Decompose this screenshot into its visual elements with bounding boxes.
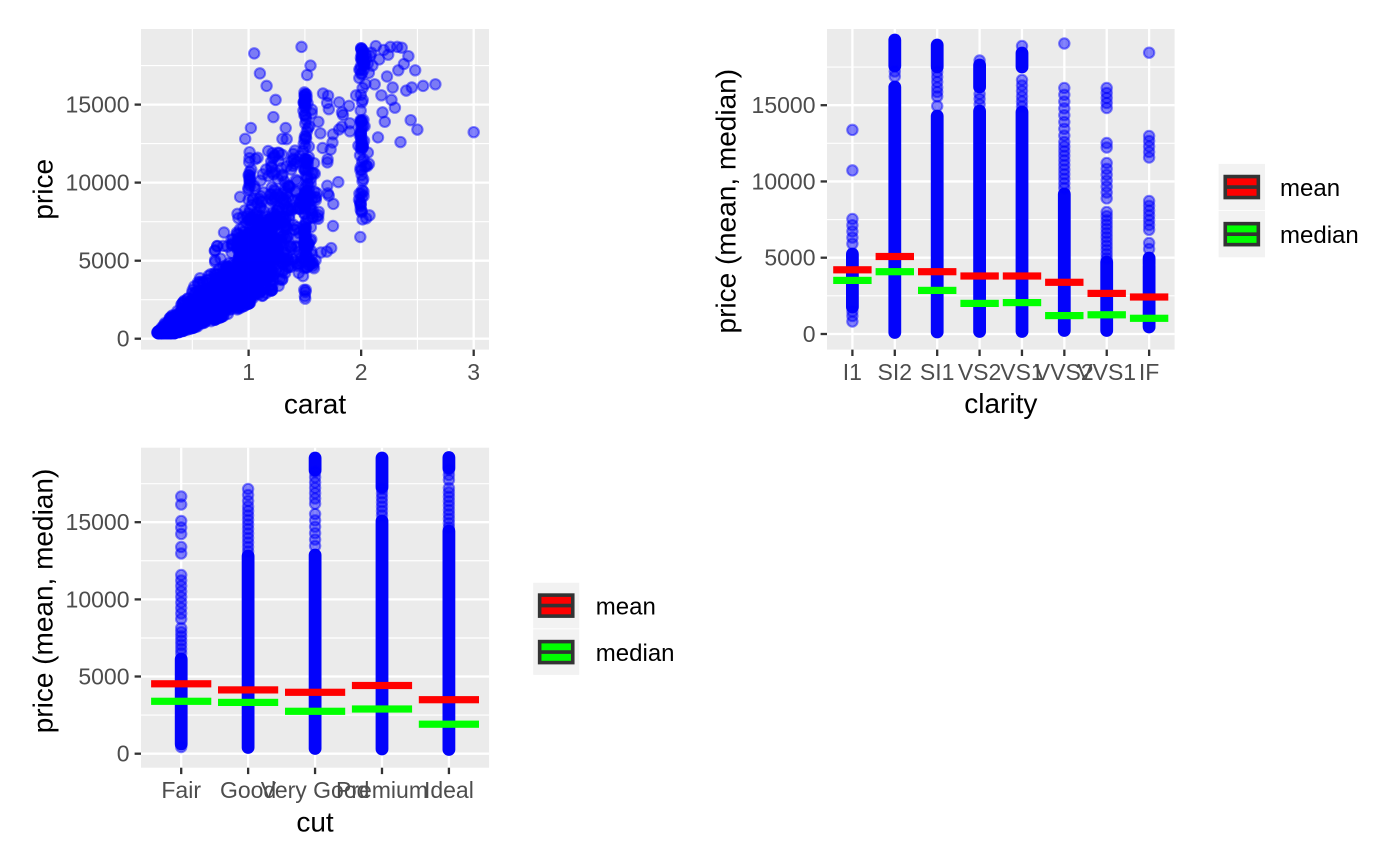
svg-text:price (mean, median): price (mean, median)	[711, 69, 742, 334]
svg-text:cut: cut	[296, 806, 334, 837]
svg-text:1: 1	[242, 359, 255, 385]
svg-text:median: median	[596, 640, 675, 667]
svg-text:VVS1: VVS1	[1077, 359, 1136, 385]
svg-text:15000: 15000	[66, 92, 130, 118]
svg-text:0: 0	[117, 741, 130, 767]
svg-text:Fair: Fair	[161, 777, 201, 803]
svg-text:2: 2	[355, 359, 368, 385]
svg-text:0: 0	[117, 326, 130, 352]
svg-text:15000: 15000	[752, 92, 816, 118]
svg-text:5000: 5000	[78, 664, 129, 690]
svg-text:SI2: SI2	[878, 359, 913, 385]
svg-text:15000: 15000	[66, 509, 130, 535]
svg-text:VS2: VS2	[958, 359, 1001, 385]
svg-text:price: price	[28, 159, 59, 220]
svg-text:0: 0	[803, 321, 816, 347]
svg-text:10000: 10000	[66, 170, 130, 196]
svg-text:I1: I1	[843, 359, 862, 385]
svg-text:10000: 10000	[66, 586, 130, 612]
svg-text:clarity: clarity	[964, 388, 1037, 419]
svg-text:mean: mean	[596, 593, 656, 620]
svg-text:carat: carat	[284, 388, 346, 419]
svg-text:Premium: Premium	[336, 777, 428, 803]
svg-text:5000: 5000	[78, 248, 129, 274]
svg-text:5000: 5000	[764, 245, 815, 271]
svg-text:IF: IF	[1139, 359, 1159, 385]
svg-text:3: 3	[467, 359, 480, 385]
svg-text:price (mean, median): price (mean, median)	[28, 469, 59, 734]
svg-text:SI1: SI1	[920, 359, 955, 385]
svg-text:10000: 10000	[752, 168, 816, 194]
svg-text:mean: mean	[1280, 175, 1340, 202]
svg-text:median: median	[1280, 222, 1359, 249]
svg-text:Ideal: Ideal	[424, 777, 474, 803]
